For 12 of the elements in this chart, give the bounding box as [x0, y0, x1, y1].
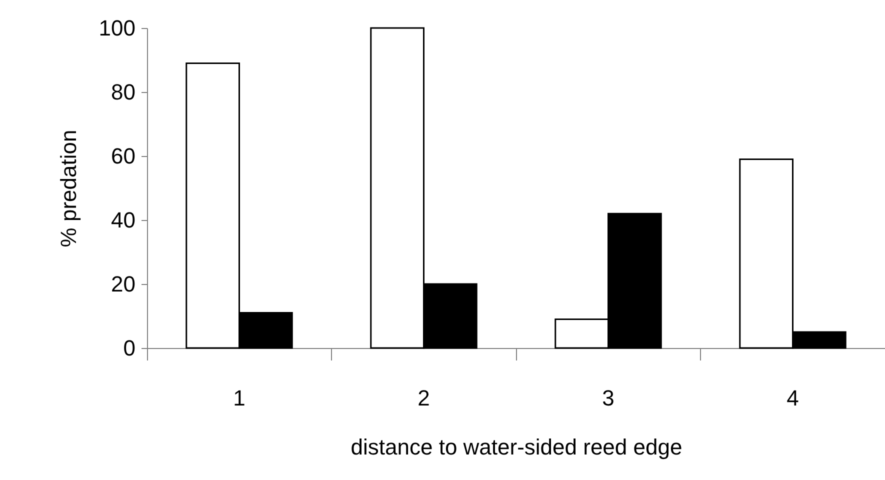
y-tick-label: 100	[98, 16, 136, 40]
x-tick-label: 2	[418, 386, 430, 410]
x-tick-label: 1	[233, 386, 246, 410]
y-tick-label: 40	[111, 208, 136, 232]
y-tick-label: 0	[123, 336, 136, 360]
y-tick-label: 80	[111, 80, 136, 104]
y-axis-title: % predation	[56, 130, 81, 248]
x-axis-title: distance to water-sided reed edge	[350, 434, 682, 460]
y-tick-label: 20	[111, 272, 136, 296]
x-tick-label: 4	[786, 386, 799, 410]
y-tick-label: 60	[111, 144, 136, 168]
x-tick-label: 3	[602, 386, 614, 410]
